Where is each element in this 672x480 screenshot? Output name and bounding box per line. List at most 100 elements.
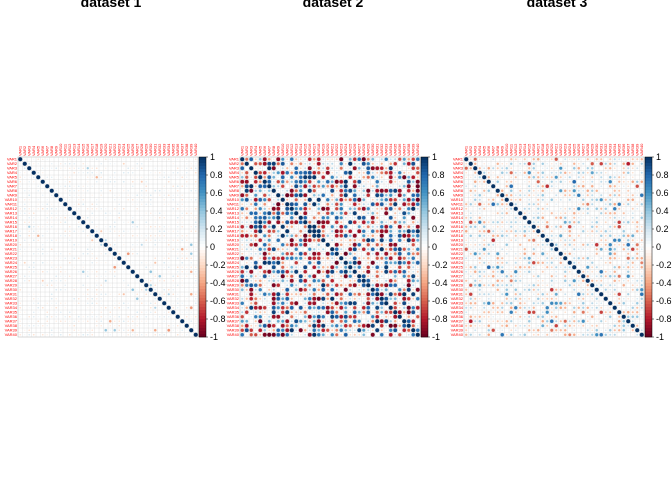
corr-cell	[118, 271, 120, 273]
corr-cell	[416, 162, 419, 165]
corr-cell	[528, 284, 531, 287]
corr-cell	[131, 171, 134, 174]
corr-cell	[469, 306, 472, 309]
col-label: VAR9	[276, 145, 281, 156]
corr-cell	[348, 161, 353, 166]
corr-cell	[190, 257, 193, 260]
corr-cell	[240, 288, 244, 292]
corr-cell	[554, 225, 558, 229]
corr-cell	[559, 266, 562, 269]
corr-cell	[280, 224, 285, 229]
corr-cell	[361, 229, 366, 234]
colorbar-segment	[421, 277, 428, 281]
corr-cell	[113, 230, 116, 233]
corr-cell	[240, 229, 244, 233]
corr-cell	[190, 230, 193, 233]
corr-cell	[501, 221, 504, 224]
corr-cell	[536, 216, 540, 220]
corr-cell	[141, 185, 143, 187]
corr-cell	[185, 171, 188, 174]
corr-cell	[555, 162, 558, 165]
corr-cell	[95, 302, 98, 305]
corr-cell	[136, 315, 139, 318]
colorbar-segment	[421, 208, 428, 212]
corr-cell	[46, 262, 48, 264]
corr-cell	[37, 302, 40, 305]
corr-cell	[555, 262, 557, 264]
corr-cell	[91, 307, 93, 309]
corr-cell	[581, 310, 585, 314]
corr-cell	[24, 271, 26, 273]
corr-cell	[91, 167, 94, 170]
corr-cell	[322, 275, 325, 278]
corr-cell	[636, 262, 638, 264]
corr-cell	[96, 248, 98, 250]
corr-cell	[254, 167, 257, 170]
corr-cell	[326, 189, 329, 192]
corr-cell	[271, 166, 276, 171]
corr-cell	[240, 211, 244, 215]
corr-cell	[577, 306, 581, 310]
corr-cell	[371, 198, 374, 201]
corr-cell	[385, 329, 388, 332]
corr-cell	[551, 203, 553, 205]
corr-cell	[42, 185, 44, 187]
corr-cell	[114, 262, 116, 264]
corr-cell	[280, 323, 285, 328]
corr-cell	[501, 158, 504, 161]
corr-cell	[468, 283, 473, 288]
corr-cell	[465, 171, 468, 174]
corr-cell	[136, 212, 138, 214]
corr-cell	[325, 197, 330, 202]
corr-cell	[393, 269, 398, 274]
corr-cell	[158, 189, 161, 192]
colorbar-segment	[421, 256, 428, 260]
colorbar-segment	[421, 196, 428, 200]
corr-cell	[19, 288, 22, 291]
corr-cell	[186, 194, 188, 196]
corr-cell	[86, 171, 89, 174]
corr-cell	[321, 314, 326, 319]
corr-cell	[353, 252, 356, 255]
corr-cell	[64, 185, 67, 188]
corr-cell	[149, 198, 152, 201]
corr-cell	[181, 216, 184, 219]
corr-cell	[286, 248, 289, 251]
corr-cell	[397, 251, 402, 256]
corr-cell	[262, 211, 267, 216]
corr-cell	[109, 162, 112, 165]
corr-cell	[339, 319, 343, 323]
corr-cell	[19, 302, 22, 305]
corr-cell	[586, 194, 589, 197]
corr-cell	[340, 176, 343, 179]
colorbar-segment	[199, 187, 206, 191]
corr-cell	[366, 269, 371, 274]
corr-cell	[22, 161, 27, 166]
corr-cell	[186, 163, 188, 165]
corr-cell	[259, 333, 262, 336]
col-label: VAR17	[312, 143, 317, 156]
corr-cell	[42, 293, 44, 295]
corr-cell	[618, 297, 621, 300]
corr-cell	[41, 207, 44, 210]
corr-cell	[19, 221, 21, 223]
corr-cell	[474, 315, 477, 318]
colorbar-segment	[421, 316, 428, 320]
corr-cell	[32, 221, 35, 224]
corr-cell	[253, 332, 258, 337]
corr-cell	[406, 310, 411, 315]
corr-cell	[73, 217, 75, 219]
row-label: VAR7	[229, 184, 240, 189]
corr-cell	[163, 198, 166, 201]
corr-cell	[64, 234, 67, 237]
corr-cell	[150, 334, 152, 336]
corr-cell	[509, 279, 513, 283]
corr-cell	[127, 284, 130, 287]
corr-cell	[167, 288, 170, 291]
corr-cell	[19, 262, 21, 264]
corr-cell	[299, 198, 302, 201]
corr-cell	[412, 270, 415, 273]
corr-cell	[375, 211, 379, 215]
corr-cell	[308, 243, 311, 246]
corr-cell	[140, 333, 143, 336]
